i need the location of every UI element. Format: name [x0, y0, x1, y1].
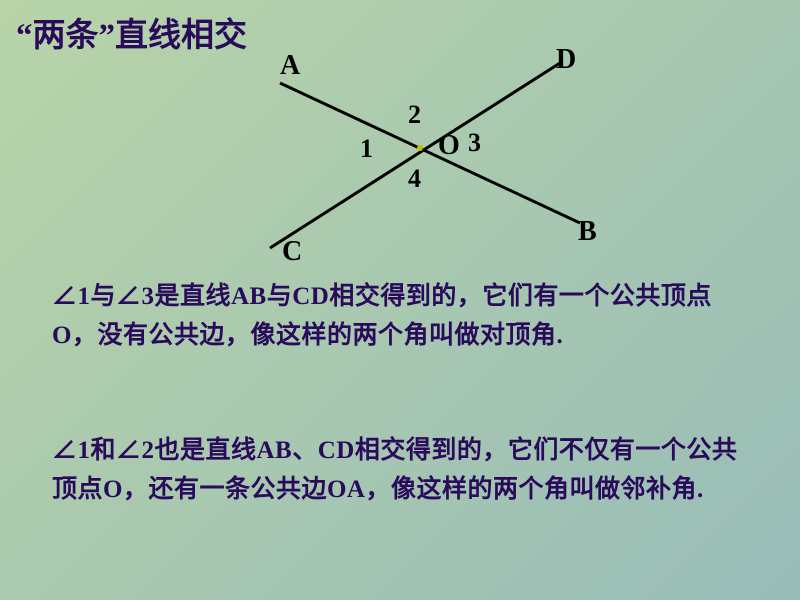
paragraph-adjacent-supplementary: ∠1和∠2也是直线AB、CD相交得到的，它们不仅有一个公共顶点O，还有一条公共边… [52, 432, 748, 510]
angle-4-label: 4 [408, 164, 421, 194]
line-cd [270, 63, 560, 248]
point-o-dot [417, 145, 423, 151]
angle-3-label: 3 [468, 128, 481, 158]
angle-2-label: 2 [408, 100, 421, 130]
point-a-label: A [280, 50, 300, 82]
page-title: “两条”直线相交 [16, 8, 247, 56]
intersecting-lines-diagram: A B C D O 1 2 3 4 [220, 48, 620, 268]
point-c-label: C [282, 236, 302, 268]
point-d-label: D [556, 44, 576, 76]
angle-1-label: 1 [360, 134, 373, 164]
paragraph-vertical-angles: ∠1与∠3是直线AB与CD相交得到的，它们有一个公共顶点O，没有公共边，像这样的… [52, 278, 748, 356]
point-o-label: O [438, 130, 460, 162]
point-b-label: B [578, 216, 597, 248]
line-ab [280, 83, 580, 223]
